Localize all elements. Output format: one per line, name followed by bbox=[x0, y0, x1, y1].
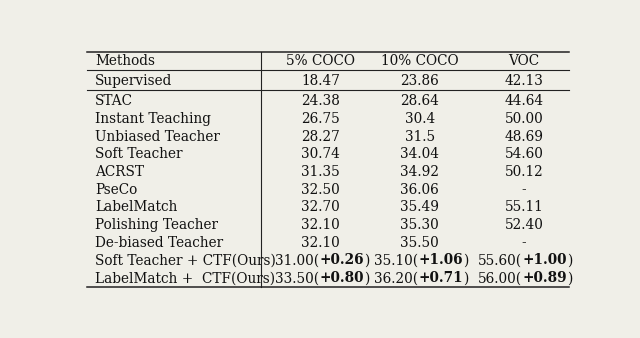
Text: +0.89: +0.89 bbox=[522, 271, 567, 285]
Text: ): ) bbox=[567, 271, 572, 285]
Text: ): ) bbox=[364, 271, 369, 285]
Text: 44.64: 44.64 bbox=[504, 94, 543, 108]
Text: 28.27: 28.27 bbox=[301, 129, 340, 144]
Text: STAC: STAC bbox=[95, 94, 133, 108]
Text: 34.04: 34.04 bbox=[400, 147, 439, 161]
Text: 36.20(: 36.20( bbox=[374, 271, 419, 285]
Text: 48.69: 48.69 bbox=[504, 129, 543, 144]
Text: 50.00: 50.00 bbox=[504, 112, 543, 126]
Text: -: - bbox=[522, 236, 526, 250]
Text: 31.35: 31.35 bbox=[301, 165, 340, 179]
Text: +0.26: +0.26 bbox=[319, 254, 364, 267]
Text: 26.75: 26.75 bbox=[301, 112, 340, 126]
Text: 35.49: 35.49 bbox=[400, 200, 439, 214]
Text: 28.64: 28.64 bbox=[401, 94, 439, 108]
Text: 35.50: 35.50 bbox=[401, 236, 439, 250]
Text: Soft Teacher + CTF(Ours): Soft Teacher + CTF(Ours) bbox=[95, 254, 276, 267]
Text: 50.12: 50.12 bbox=[504, 165, 543, 179]
Text: LabelMatch +  CTF(Ours): LabelMatch + CTF(Ours) bbox=[95, 271, 275, 285]
Text: 36.06: 36.06 bbox=[401, 183, 439, 197]
Text: +0.80: +0.80 bbox=[319, 271, 364, 285]
Text: 34.92: 34.92 bbox=[400, 165, 439, 179]
Text: De-biased Teacher: De-biased Teacher bbox=[95, 236, 223, 250]
Text: LabelMatch: LabelMatch bbox=[95, 200, 177, 214]
Text: 55.60(: 55.60( bbox=[478, 254, 522, 267]
Text: 18.47: 18.47 bbox=[301, 74, 340, 89]
Text: 35.10(: 35.10( bbox=[374, 254, 419, 267]
Text: 33.50(: 33.50( bbox=[275, 271, 319, 285]
Text: 31.00(: 31.00( bbox=[275, 254, 319, 267]
Text: 24.38: 24.38 bbox=[301, 94, 340, 108]
Text: Supervised: Supervised bbox=[95, 74, 172, 89]
Text: 32.50: 32.50 bbox=[301, 183, 340, 197]
Text: ACRST: ACRST bbox=[95, 165, 144, 179]
Text: 32.10: 32.10 bbox=[301, 236, 340, 250]
Text: 30.74: 30.74 bbox=[301, 147, 340, 161]
Text: Unbiased Teacher: Unbiased Teacher bbox=[95, 129, 220, 144]
Text: Methods: Methods bbox=[95, 54, 155, 68]
Text: 52.40: 52.40 bbox=[504, 218, 543, 232]
Text: ): ) bbox=[364, 254, 369, 267]
Text: 35.30: 35.30 bbox=[401, 218, 439, 232]
Text: ): ) bbox=[463, 254, 468, 267]
Text: 23.86: 23.86 bbox=[401, 74, 439, 89]
Text: Soft Teacher: Soft Teacher bbox=[95, 147, 182, 161]
Text: Instant Teaching: Instant Teaching bbox=[95, 112, 211, 126]
Text: 31.5: 31.5 bbox=[404, 129, 435, 144]
Text: 32.70: 32.70 bbox=[301, 200, 340, 214]
Text: Polishing Teacher: Polishing Teacher bbox=[95, 218, 218, 232]
Text: +1.06: +1.06 bbox=[419, 254, 463, 267]
Text: 5% COCO: 5% COCO bbox=[286, 54, 355, 68]
Text: 54.60: 54.60 bbox=[504, 147, 543, 161]
Text: 30.4: 30.4 bbox=[404, 112, 435, 126]
Text: +1.00: +1.00 bbox=[522, 254, 567, 267]
Text: ): ) bbox=[463, 271, 468, 285]
Text: PseCo: PseCo bbox=[95, 183, 137, 197]
Text: 55.11: 55.11 bbox=[504, 200, 543, 214]
Text: VOC: VOC bbox=[508, 54, 540, 68]
Text: -: - bbox=[522, 183, 526, 197]
Text: 32.10: 32.10 bbox=[301, 218, 340, 232]
Text: 10% COCO: 10% COCO bbox=[381, 54, 459, 68]
Text: 56.00(: 56.00( bbox=[478, 271, 522, 285]
Text: 42.13: 42.13 bbox=[504, 74, 543, 89]
Text: +0.71: +0.71 bbox=[419, 271, 463, 285]
Text: ): ) bbox=[567, 254, 572, 267]
